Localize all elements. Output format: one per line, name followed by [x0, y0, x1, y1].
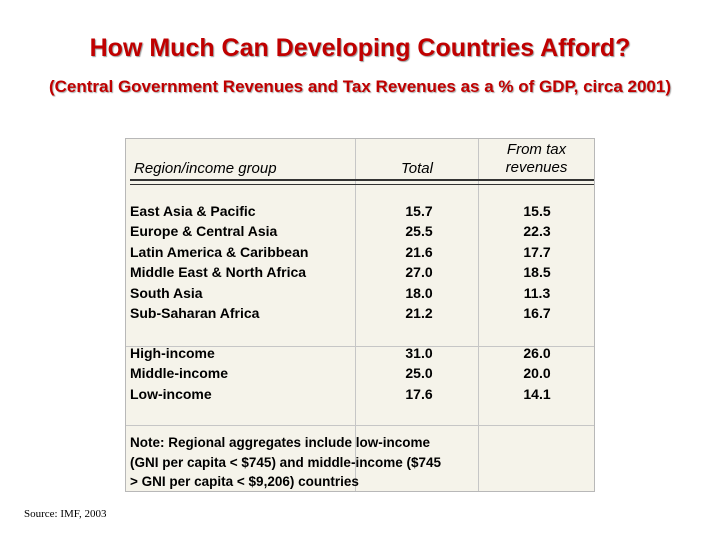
row-label: Sub-Saharan Africa — [130, 305, 260, 321]
table-row: High-income 31.0 26.0 — [126, 343, 594, 363]
source-citation: Source: IMF, 2003 — [24, 508, 107, 520]
row-label: Latin America & Caribbean — [130, 243, 309, 260]
footnote-line: > GNI per capita < $9,206) countries — [130, 474, 359, 489]
total-value: 18.0 — [405, 284, 433, 301]
tax-value: 22.3 — [523, 223, 551, 240]
footnote-line: (GNI per capita < $745) and middle-incom… — [130, 454, 441, 470]
tax-value: 11.3 — [523, 284, 551, 301]
total-value: 21.6 — [405, 243, 433, 260]
total-value: 27.0 — [405, 264, 433, 281]
tax-value: 15.5 — [523, 203, 551, 219]
tax-value: 17.7 — [523, 243, 551, 260]
footnote-line: Note: Regional aggregates include low-in… — [130, 435, 431, 450]
slide-title: How Much Can Developing Countries Afford… — [89, 34, 631, 62]
header-region: Region/income group — [134, 160, 277, 177]
column-divider — [478, 139, 479, 491]
row-divider — [126, 346, 594, 347]
tax-value: 20.0 — [523, 365, 551, 382]
table-row: Europe & Central Asia 25.5 22.3 — [126, 221, 594, 241]
row-label: High-income — [130, 345, 215, 361]
tax-value: 16.7 — [523, 305, 551, 321]
table-row: Low-income 17.6 14.1 — [126, 384, 594, 404]
tax-value: 14.1 — [523, 385, 551, 402]
footnote: Note: Regional aggregates include low-in… — [130, 433, 480, 492]
column-divider — [355, 139, 356, 491]
row-label: East Asia & Pacific — [130, 203, 256, 219]
row-label: Middle East & North Africa — [130, 264, 307, 281]
total-value: 25.5 — [405, 223, 433, 240]
table-row: Sub-Saharan Africa 21.2 16.7 — [126, 303, 594, 323]
row-label: Low-income — [130, 385, 212, 402]
total-value: 17.6 — [405, 385, 433, 402]
table-row: South Asia 18.0 11.3 — [126, 283, 594, 303]
table-row: East Asia & Pacific 15.7 15.5 — [126, 201, 594, 221]
header-tax-line2: revenues — [505, 159, 568, 176]
row-label: South Asia — [130, 284, 203, 301]
total-value: 31.0 — [405, 345, 433, 361]
total-value: 15.7 — [405, 203, 433, 219]
table-row: Latin America & Caribbean 21.6 17.7 — [126, 242, 594, 262]
row-label: Europe & Central Asia — [130, 223, 278, 240]
header-tax-line1: From tax — [506, 141, 567, 158]
header-rule — [130, 184, 594, 185]
header-rule — [130, 179, 594, 181]
total-value: 25.0 — [405, 365, 433, 382]
revenue-table: Region/income group Total From tax reven… — [125, 138, 595, 492]
row-divider — [126, 425, 594, 426]
total-value: 21.2 — [405, 305, 433, 321]
row-label: Middle-income — [130, 365, 229, 382]
slide-subtitle: (Central Government Revenues and Tax Rev… — [48, 77, 671, 96]
table-row: Middle-income 25.0 20.0 — [126, 363, 594, 383]
header-total: Total — [401, 160, 433, 177]
tax-value: 26.0 — [523, 345, 551, 361]
tax-value: 18.5 — [523, 264, 551, 281]
table-row: Middle East & North Africa 27.0 18.5 — [126, 262, 594, 282]
